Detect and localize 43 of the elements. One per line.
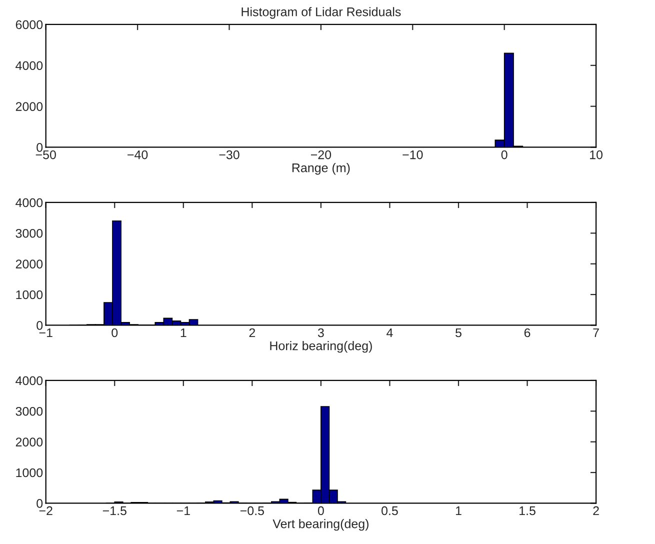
y-tick-label: 2000 — [16, 260, 43, 268]
y-tick-label: 4000 — [16, 61, 43, 70]
y-tick-label: 6000 — [16, 20, 43, 30]
x-axis-title: Vert bearing(deg) — [272, 519, 368, 531]
x-tick-label: −1 — [39, 328, 52, 338]
y-tick-label: 2000 — [16, 438, 43, 446]
y-tick-label: 0 — [36, 143, 43, 152]
y-tick-label: 3000 — [16, 406, 43, 416]
x-tick-label: 3 — [318, 328, 324, 338]
x-tick-label: 0 — [318, 506, 324, 516]
y-tick-label: 0 — [36, 321, 43, 330]
x-tick-label: −2 — [39, 506, 52, 516]
x-tick-label: 5 — [456, 328, 462, 338]
x-tick-label: 2 — [593, 506, 599, 516]
x-tick-label: 1.5 — [520, 506, 536, 516]
x-tick-label: 0.5 — [382, 506, 398, 516]
x-axis-title: Horiz bearing(deg) — [270, 341, 372, 353]
x-tick-label: 0 — [112, 328, 118, 338]
x-tick-label: −30 — [219, 150, 240, 160]
y-tick-label: 0 — [36, 499, 43, 508]
y-tick-label: 1000 — [16, 290, 43, 300]
x-tick-label: 0 — [501, 150, 508, 160]
x-tick-label: 6 — [524, 328, 530, 338]
y-tick-label: 1000 — [16, 468, 43, 478]
x-tick-label: 7 — [593, 328, 599, 338]
y-tick-label: 3000 — [16, 228, 43, 238]
x-tick-label: −40 — [128, 150, 148, 160]
x-tick-label: −0.5 — [240, 506, 264, 516]
x-axis-title: Range (m) — [292, 163, 350, 175]
x-tick-label: −1.5 — [102, 506, 126, 516]
chart-title: Histogram of Lidar Residuals — [242, 7, 401, 19]
x-tick-label: 2 — [249, 328, 256, 338]
x-tick-label: −20 — [310, 150, 332, 160]
x-tick-label: 1 — [180, 328, 186, 338]
x-tick-label: −1 — [176, 506, 190, 516]
x-tick-label: 1 — [456, 506, 462, 516]
y-tick-label: 2000 — [16, 102, 43, 111]
x-tick-label: 4 — [386, 328, 393, 338]
y-tick-label: 4000 — [16, 376, 43, 386]
x-tick-label: −10 — [402, 150, 423, 160]
x-tick-label: −50 — [36, 150, 56, 160]
y-tick-label: 4000 — [16, 198, 43, 208]
x-tick-label: 10 — [590, 150, 603, 160]
